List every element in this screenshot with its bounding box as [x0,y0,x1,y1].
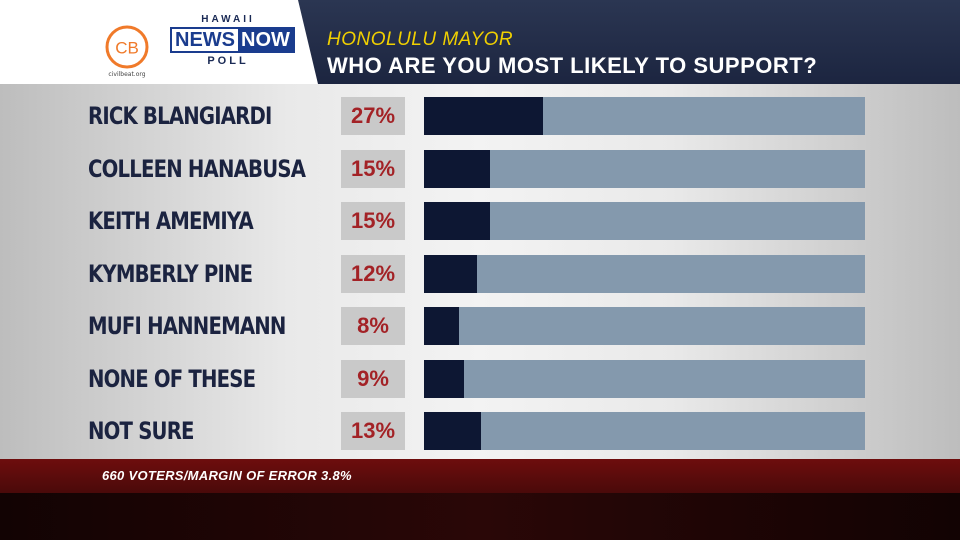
bar-track [424,255,865,293]
value-label: 27% [341,97,405,135]
value-label: 15% [341,150,405,188]
bar [424,360,464,398]
chart-kicker: HONOLULU MAYOR [327,29,514,50]
chart-row: NONE OF THESE 9% [0,360,960,398]
chart-title: WHO ARE YOU MOST LIKELY TO SUPPORT? [327,53,818,78]
bar-track [424,150,865,188]
category-label: RICK BLANGIARDI [88,102,272,130]
bar-track [424,97,865,135]
bar-track [424,202,865,240]
category-label: KEITH AMEMIYA [88,207,254,235]
hnn-hawaii: HAWAII [201,14,255,25]
category-label: KYMBERLY PINE [88,260,253,288]
value-label: 8% [341,307,405,345]
bar-track [424,412,865,450]
chart-row: NOT SURE 13% [0,412,960,450]
civil-beat-logo: CB [105,25,149,69]
hawaii-news-now-logo: HAWAII NEWS NOW POLL [170,14,295,67]
footer-band [0,459,960,493]
logo-panel: CB civilbeat.org HAWAII NEWS NOW POLL [0,0,318,84]
bar [424,202,490,240]
value-label: 15% [341,202,405,240]
chart-row: KEITH AMEMIYA 15% [0,202,960,240]
bar [424,412,481,450]
bar [424,255,477,293]
hnn-wordmark: NEWS NOW [170,27,295,53]
hnn-news: NEWS [172,29,238,51]
civil-beat-url: civilbeat.org [108,71,146,78]
chart-row: COLLEEN HANABUSA 15% [0,150,960,188]
category-label: NONE OF THESE [88,365,256,393]
hnn-poll: POLL [207,55,249,67]
chart-row: KYMBERLY PINE 12% [0,255,960,293]
cb-logo-text: CB [115,39,139,58]
category-label: COLLEEN HANABUSA [88,155,306,183]
bar [424,97,543,135]
bar-track [424,360,865,398]
chart-row: RICK BLANGIARDI 27% [0,97,960,135]
footer-note: 660 VOTERS/MARGIN OF ERROR 3.8% [102,468,352,483]
value-label: 9% [341,360,405,398]
bar [424,150,490,188]
value-label: 13% [341,412,405,450]
bottom-band [0,493,960,540]
category-label: NOT SURE [88,417,194,445]
category-label: MUFI HANNEMANN [88,312,286,340]
bar-track [424,307,865,345]
bar [424,307,459,345]
chart-row: MUFI HANNEMANN 8% [0,307,960,345]
hnn-now: NOW [238,29,293,51]
value-label: 12% [341,255,405,293]
